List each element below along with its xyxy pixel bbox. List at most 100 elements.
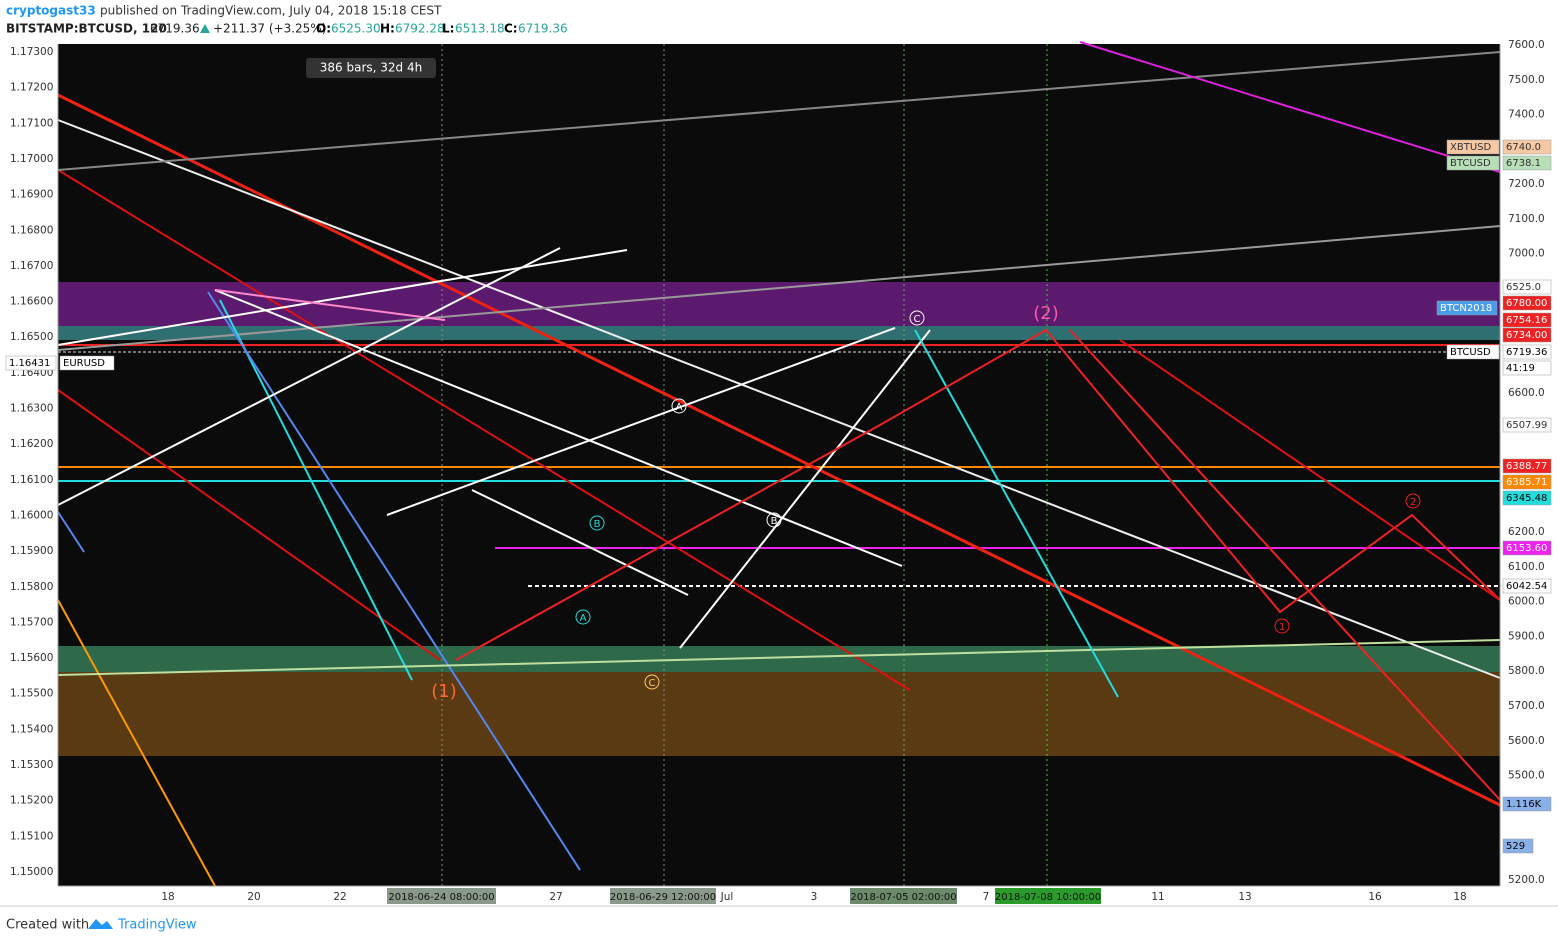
trendline (207, 291, 581, 871)
y-tick-label: 5200.0 (1508, 874, 1545, 886)
y-tick-label: 1.15500 (10, 688, 53, 700)
y-tick-label: 1.16700 (10, 260, 53, 272)
trendline (214, 289, 903, 567)
y-tick-label: 5700.0 (1508, 700, 1545, 712)
y-tick-label: 1.15300 (10, 759, 53, 771)
trendline (57, 599, 216, 887)
crosshair-date-bg (850, 888, 957, 904)
x-tick-label: Jul (720, 891, 734, 903)
y-tick-label: 7000.0 (1508, 248, 1545, 260)
wave-label: A (676, 402, 683, 413)
price-tag-bg (1502, 327, 1552, 343)
price-tag: 41:19 (1506, 363, 1535, 374)
price-tag: 6042.54 (1506, 581, 1547, 592)
low-label: L: (442, 22, 454, 36)
price-tag: 6525.0 (1506, 282, 1541, 293)
change: +211.37 (+3.25%) (213, 22, 326, 36)
open-label: O: (316, 22, 331, 36)
price-tag: 6388.77 (1506, 461, 1547, 472)
crosshair-date-bg (610, 888, 716, 904)
y-tick-label: 1.15800 (10, 581, 53, 593)
y-tick-label: 6200.0 (1508, 526, 1545, 538)
trendline (1119, 339, 1501, 601)
wave-circle (644, 674, 660, 690)
crosshair-date-bg (387, 888, 496, 904)
price-tag: 6507.99 (1506, 420, 1547, 431)
y-tick-label: 6000.0 (1508, 596, 1545, 608)
trendline (1069, 329, 1501, 801)
wave-label: 1 (1279, 622, 1285, 633)
y-tick-label: 1.15700 (10, 616, 53, 628)
price-tag: 6153.60 (1506, 543, 1547, 554)
wave-circle (589, 515, 605, 531)
trendline (219, 299, 413, 681)
y-tick-label: 6100.0 (1508, 561, 1545, 573)
x-tick-label: 3 (811, 891, 818, 903)
trendline (57, 119, 1501, 679)
plot-bg (58, 44, 1500, 886)
y-tick-label: 5600.0 (1508, 735, 1545, 747)
logo (88, 919, 113, 929)
trendline (471, 489, 689, 596)
trendline (57, 225, 1501, 351)
y-tick-label: 1.16500 (10, 331, 53, 343)
crosshair-date: 2018-06-24 08:00:00 (388, 892, 494, 903)
y-tick-label: 7600.0 (1508, 39, 1545, 51)
price-tag-bg (1502, 312, 1552, 328)
price-tag-bg (1502, 139, 1552, 155)
y-tick-label: 7500.0 (1508, 74, 1545, 86)
price-tag: EURUSD (63, 358, 105, 369)
trendline (386, 327, 896, 516)
price-tag-bg (1502, 578, 1552, 594)
x-tick-label: 16 (1368, 891, 1382, 903)
symbol: BITSTAMP:BTCUSD, 120 (6, 22, 167, 36)
trendline (679, 329, 931, 649)
price-tag-bg (1502, 540, 1552, 556)
x-tick-label: 11 (1151, 891, 1164, 903)
x-tick-label: 13 (1238, 891, 1251, 903)
price-tag-bg (1502, 796, 1552, 812)
x-tick-label: 20 (247, 891, 260, 903)
trendline (57, 247, 561, 506)
y-tick-label: 1.15100 (10, 830, 53, 842)
wave-circle (909, 310, 925, 326)
trendline (57, 169, 911, 691)
price-tag-bg (1502, 458, 1552, 474)
y-tick-label: 1.17000 (10, 153, 53, 165)
y-tick-label: 1.16300 (10, 403, 53, 415)
wave-label: 2 (1410, 497, 1416, 508)
y-tick-label: 1.15000 (10, 866, 53, 878)
wave-circle (1274, 618, 1290, 634)
wave-circle (1405, 493, 1421, 509)
y-tick-label: 1.17200 (10, 82, 53, 94)
y-tick-label: 5800.0 (1508, 665, 1545, 677)
y-tick-label: 1.16900 (10, 189, 53, 201)
left-axis: 1.17300 1.17200 1.17100 1.17000 1.16900 1.168… (10, 46, 53, 878)
wave-label: B (594, 519, 601, 530)
y-tick-label: 1.16100 (10, 474, 53, 486)
footer-brand[interactable]: TradingView (117, 918, 197, 933)
price-tag-bg (1436, 300, 1498, 316)
price-tag-bg (1502, 344, 1552, 360)
time-axis: 18 20 22 2018-06-24 08:00:00 27 2018-06-29 12… (161, 888, 1467, 904)
price-tag-bg (5, 355, 57, 371)
author[interactable]: cryptogast33 (6, 4, 96, 18)
y-tick-label: 7400.0 (1508, 109, 1545, 121)
price-tag: BTCUSD (1450, 347, 1491, 358)
wave-label: (2) (1033, 303, 1059, 324)
y-tick-label: 7200.0 (1508, 178, 1545, 190)
price-tag: 1.16431 (9, 358, 50, 369)
y-tick-label: 1.17100 (10, 117, 53, 129)
price-tag: 6738.1 (1506, 158, 1541, 169)
price-tag-bg (1502, 417, 1552, 433)
y-tick-label: 5900.0 (1508, 630, 1545, 642)
wave-label: B (771, 516, 778, 527)
trendline (1079, 41, 1501, 173)
x-tick-label: 27 (549, 891, 562, 903)
price-tag-bg (1502, 295, 1552, 311)
crosshair-date-bg (995, 888, 1101, 904)
zone (58, 646, 1500, 672)
open: 6525.30 (331, 22, 381, 36)
y-tick-label: 1.17300 (10, 46, 53, 58)
